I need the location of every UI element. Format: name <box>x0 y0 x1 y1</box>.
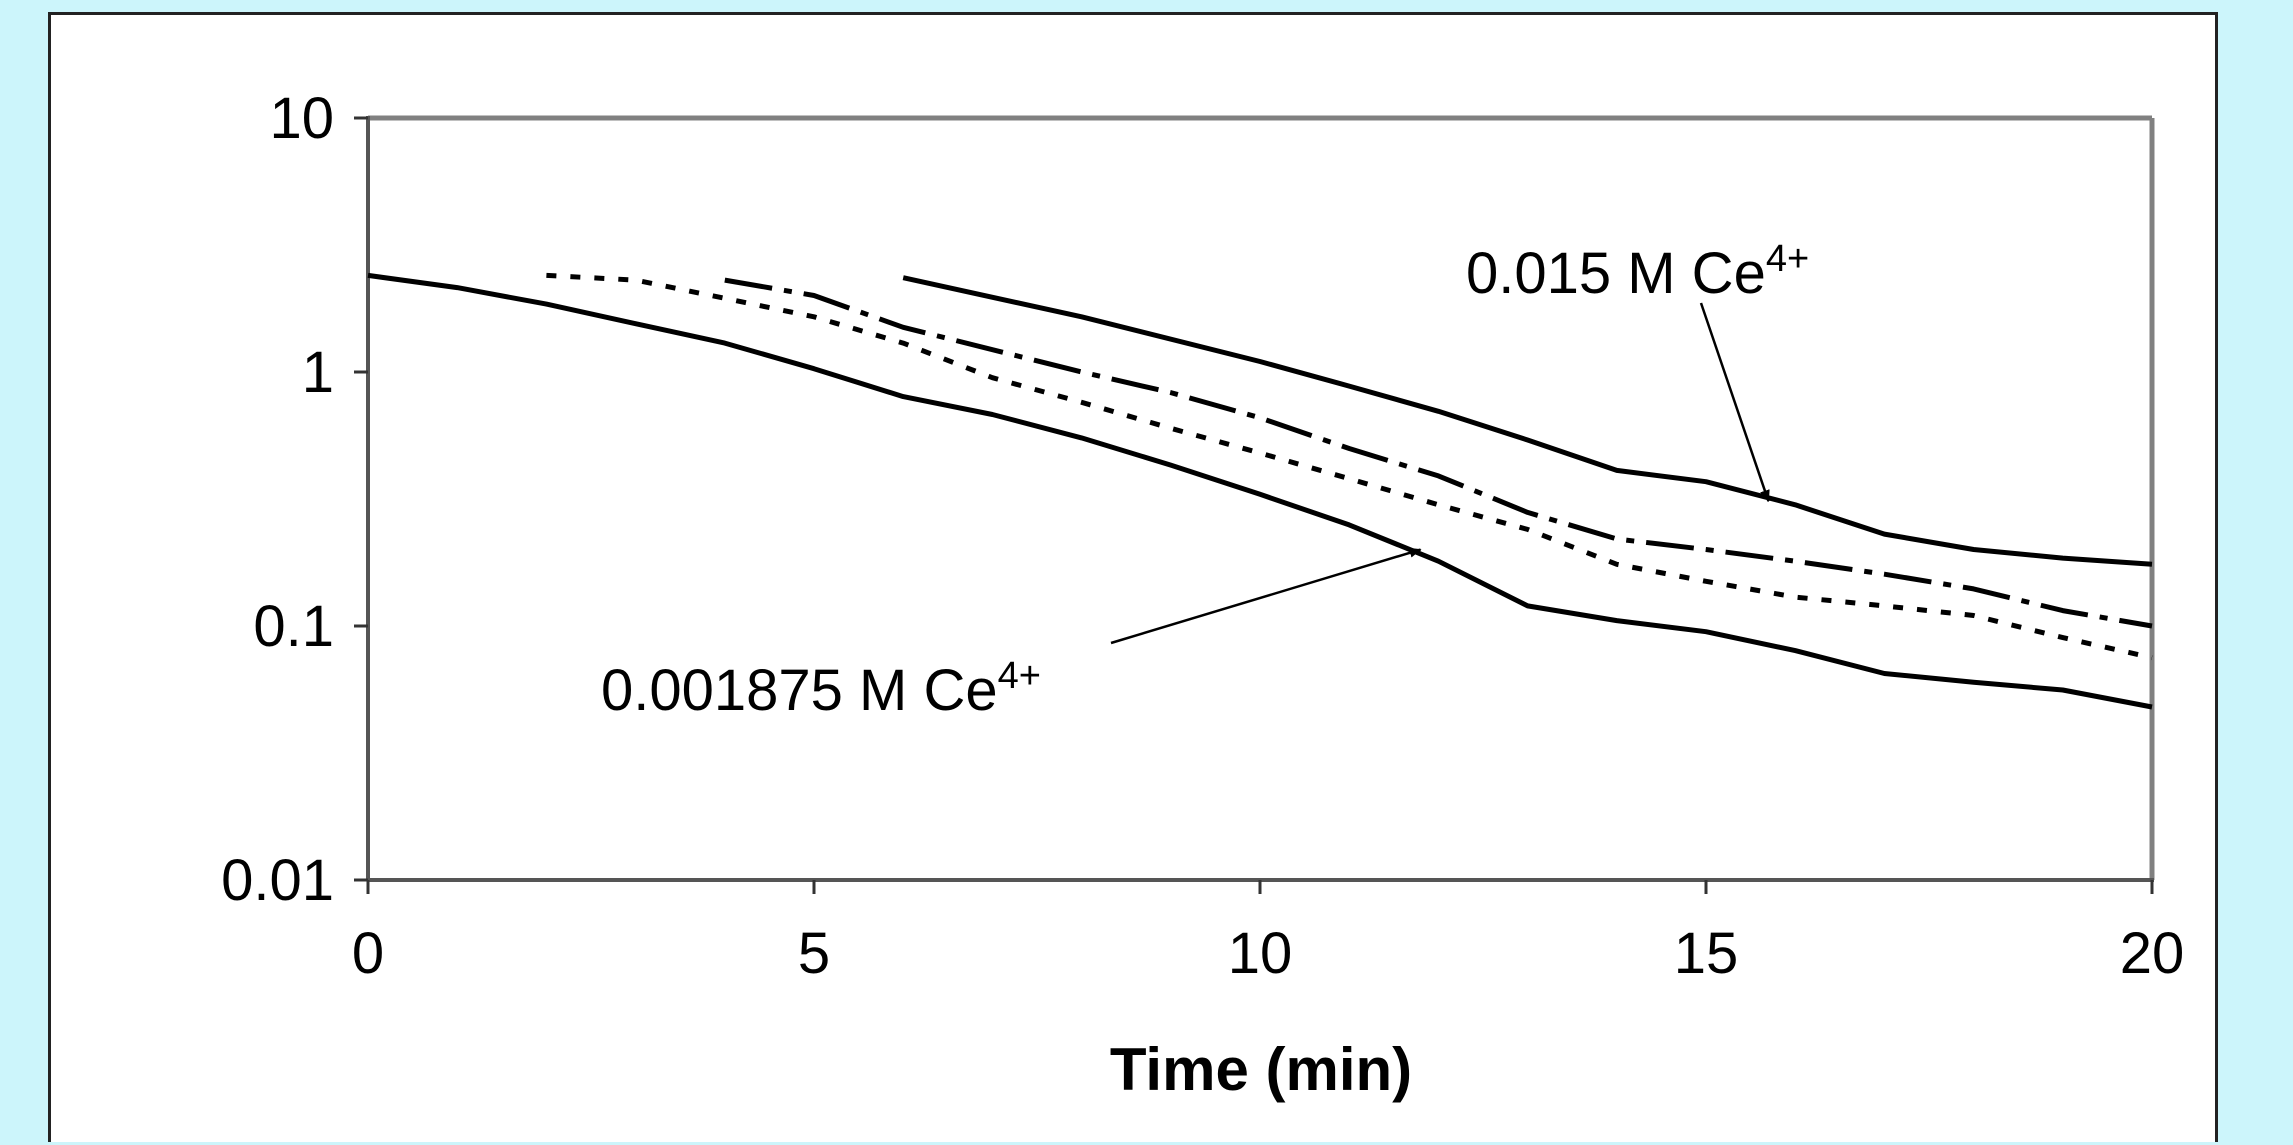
axes-layer: 10 1 0.1 0.01 0 5 10 15 20 <box>221 86 2184 986</box>
x-tick-label: 10 <box>1228 921 1293 986</box>
annotation-superscript: 4+ <box>1766 238 1809 280</box>
x-tick-label: 15 <box>1674 921 1739 986</box>
x-tick-label: 20 <box>2120 921 2185 986</box>
annotation-label-2: 0.001875 M Ce4+ <box>601 655 1041 723</box>
x-tick-label: 0 <box>352 921 384 986</box>
y-tick-label: 1 <box>302 340 334 405</box>
annotation-arrow-2 <box>1110 547 1422 645</box>
y-tick-label: 0.1 <box>253 594 334 659</box>
annotation-label-1: 0.015 M Ce4+ <box>1466 238 1809 306</box>
series-2-line <box>724 277 2153 629</box>
series-1-line <box>902 275 2153 567</box>
series-3-line <box>546 272 2153 661</box>
y-tick-label: 0.01 <box>221 848 334 913</box>
y-tick-label: 10 <box>269 86 334 151</box>
annotation-text: 0.001875 M Ce <box>601 658 998 723</box>
x-tick-label: 5 <box>798 921 830 986</box>
annotation-arrow-1 <box>1699 302 1770 503</box>
x-axis-title: Time (min) <box>1110 1036 1412 1103</box>
chart-frame: 10 1 0.1 0.01 0 5 10 15 20 0.015 M Ce4+ 0.001875 … <box>48 12 2218 1142</box>
annotation-superscript: 4+ <box>998 655 1041 697</box>
series-4-line <box>367 272 2153 710</box>
series-layer <box>367 272 2153 710</box>
annotation-layer: 0.015 M Ce4+0.001875 M Ce4+ <box>601 238 1809 723</box>
annotation-text: 0.015 M Ce <box>1466 241 1766 306</box>
